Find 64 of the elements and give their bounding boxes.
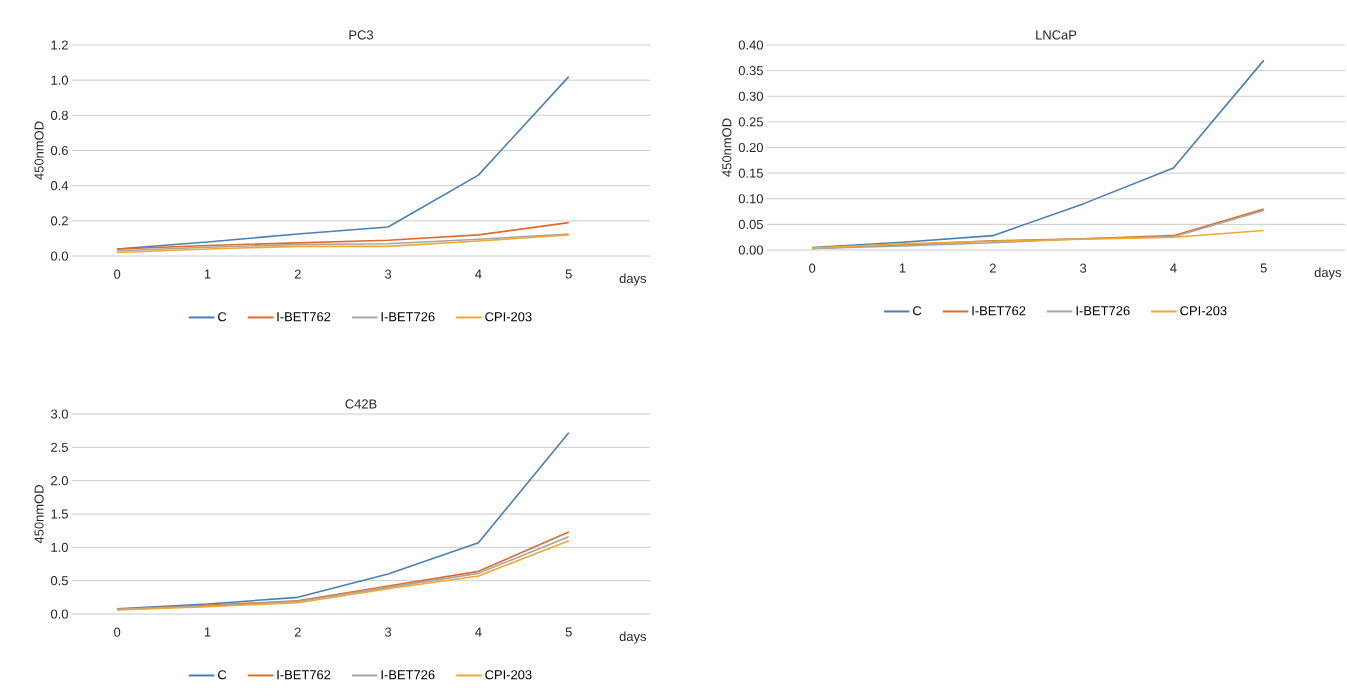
y-tick-label: 1.2 xyxy=(51,40,68,50)
y-axis-title: 450nmOD xyxy=(722,118,732,177)
y-tick-label: 0.4 xyxy=(50,181,69,191)
x-tick-label: 2 xyxy=(294,269,301,279)
legend-label: CPI-203 xyxy=(1180,306,1227,316)
x-tick-label: 4 xyxy=(1170,263,1177,273)
x-tick-label: 1 xyxy=(899,263,906,273)
x-tick-label: 4 xyxy=(475,627,482,637)
y-tick-label: 2.5 xyxy=(51,442,68,452)
y-tick-label: 0.30 xyxy=(738,91,763,101)
y-tick-label: 0.35 xyxy=(738,66,763,76)
y-tick-label: 0.0 xyxy=(50,609,68,619)
x-tick-label: 5 xyxy=(565,269,572,279)
legend-label: I-BET726 xyxy=(1076,306,1130,316)
legend-label: C xyxy=(218,670,227,680)
x-tick-label: 3 xyxy=(385,269,392,279)
x-tick-label: 2 xyxy=(294,627,301,637)
legend-label: CPI-203 xyxy=(485,670,532,680)
y-tick-label: 0.6 xyxy=(50,145,68,156)
chart-title: C42B xyxy=(345,399,377,409)
x-tick-label: 5 xyxy=(1260,263,1267,273)
chart-title: PC3 xyxy=(349,30,374,40)
y-tick-label: 0.0 xyxy=(50,251,68,261)
y-tick-label: 0.40 xyxy=(738,40,763,50)
x-tick-label: 0 xyxy=(114,627,121,637)
legend-label: I-BET762 xyxy=(277,670,331,680)
x-axis-title: days xyxy=(619,631,647,644)
x-tick-label: 2 xyxy=(989,263,996,273)
y-tick-label: 0.5 xyxy=(50,576,68,586)
x-tick-label: 4 xyxy=(475,269,482,279)
y-tick-label: 0.2 xyxy=(50,216,68,226)
x-tick-label: 5 xyxy=(565,627,572,637)
y-axis-title: 450nmOD xyxy=(34,121,44,180)
line-series xyxy=(811,229,1265,249)
y-tick-label: 0.20 xyxy=(738,142,763,153)
y-axis-title: 450nmOD xyxy=(34,485,44,544)
legend-label: C xyxy=(218,312,227,322)
y-tick-label: 2.0 xyxy=(51,476,68,486)
legend-label: I-BET762 xyxy=(277,312,331,322)
legend-label: I-BET726 xyxy=(381,670,435,680)
y-tick-label: 0.25 xyxy=(738,117,763,127)
y-tick-label: 0.8 xyxy=(50,110,68,120)
y-tick-label: 1.5 xyxy=(51,509,68,519)
y-tick-label: 0.15 xyxy=(738,168,763,178)
x-tick-label: 0 xyxy=(114,269,121,279)
x-tick-label: 1 xyxy=(204,269,211,279)
x-tick-label: 3 xyxy=(385,627,392,637)
y-tick-label: 0.00 xyxy=(738,245,763,255)
legend-label: I-BET726 xyxy=(381,312,435,322)
y-tick-label: 0.10 xyxy=(738,194,763,204)
x-axis-title: days xyxy=(1314,267,1342,280)
x-axis-title: days xyxy=(619,273,647,286)
y-tick-label: 1.0 xyxy=(51,542,68,552)
y-tick-label: 1.0 xyxy=(51,75,68,85)
x-tick-label: 3 xyxy=(1080,263,1087,273)
line-series xyxy=(116,431,570,610)
legend-label: I-BET762 xyxy=(972,306,1026,316)
legend-label: CPI-203 xyxy=(485,312,532,322)
chart-title: LNCaP xyxy=(1036,30,1077,40)
y-tick-label: 0.05 xyxy=(738,219,763,229)
y-tick-label: 3.0 xyxy=(50,409,68,419)
x-tick-label: 0 xyxy=(809,263,816,273)
legend-label: C xyxy=(913,306,922,316)
x-tick-label: 1 xyxy=(204,627,211,637)
